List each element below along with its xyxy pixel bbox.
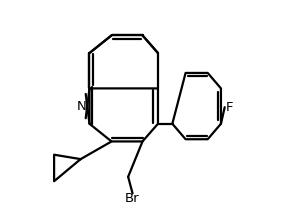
Text: Br: Br (125, 192, 140, 205)
Text: F: F (226, 101, 233, 114)
Text: N: N (77, 100, 87, 112)
